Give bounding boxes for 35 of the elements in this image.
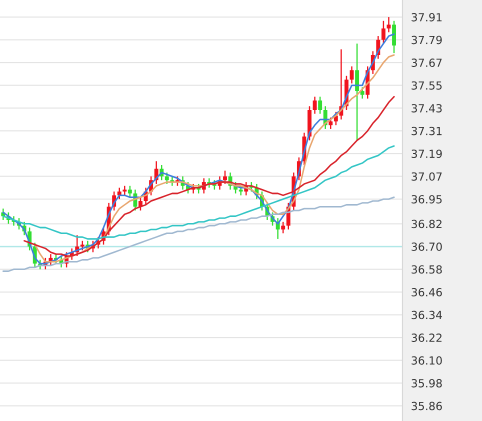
y-tick-label: 35.86 [412,402,442,410]
candlestick [328,116,333,130]
y-tick-label: 36.34 [412,310,442,320]
y-tick-label: 35.98 [412,379,442,388]
y-tick-label: 37.67 [412,58,442,67]
y-tick-label: 36.95 [412,195,442,204]
y-tick-label: 37.19 [412,150,442,158]
candlestick [360,86,364,100]
candlestick [164,172,169,185]
candlestick [128,185,132,198]
y-tick-label: 37.55 [412,81,442,90]
y-tick-label: 36.46 [412,288,442,296]
line-series [2,145,395,240]
candlestick [238,185,243,196]
y-tick-label: 36.70 [412,242,442,251]
y-tick-label: 37.07 [412,172,442,181]
y-tick-label: 36.58 [412,265,442,274]
y-tick-label: 37.91 [412,13,442,22]
y-tick-label: 36.10 [412,356,442,365]
candlestick [312,96,317,114]
candlestick [223,170,227,185]
y-tick-label: 36.22 [412,334,442,342]
y-tick-label: 37.31 [412,126,442,136]
y-tick-label: 37.79 [412,36,442,44]
candlestick [386,16,391,33]
candlestick [80,240,84,251]
candlestick [318,96,322,114]
y-tick-label: 37.43 [412,104,442,112]
candlestick [381,20,386,44]
candlestick [392,20,396,54]
candlestick [355,42,360,141]
candlestick [122,185,127,196]
line-series [2,196,395,272]
y-tick-label: 36.82 [412,220,442,228]
candlestick [281,221,286,234]
